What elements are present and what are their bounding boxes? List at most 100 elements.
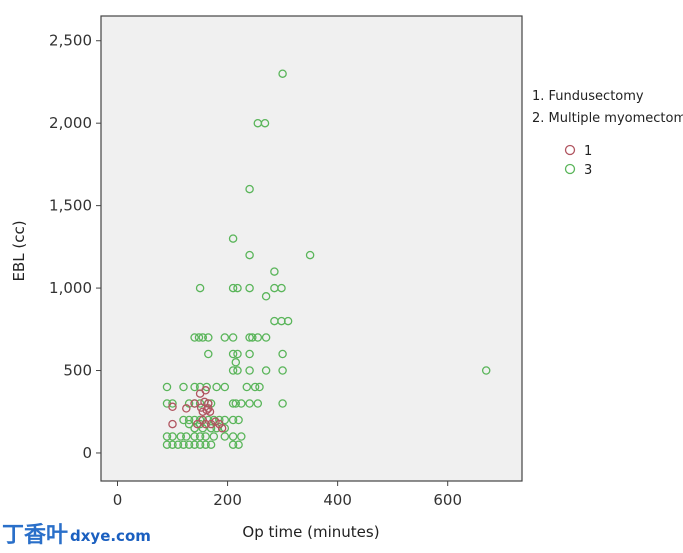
data-point-group-1 xyxy=(201,386,210,395)
data-point-group-3 xyxy=(168,432,177,441)
data-point-group-3 xyxy=(234,415,243,425)
y-tick-label: 1,500 xyxy=(49,197,92,215)
data-point-group-3 xyxy=(198,333,208,342)
data-point-group-1 xyxy=(201,419,210,429)
data-point-group-3 xyxy=(190,382,199,392)
data-point-group-3 xyxy=(179,415,188,425)
y-tick-label: 2,000 xyxy=(49,114,92,132)
y-tick-label: 0 xyxy=(82,444,92,462)
x-axis-title: Op time (minutes) xyxy=(242,523,379,541)
legend-marker-1 xyxy=(564,144,576,156)
data-point-group-3 xyxy=(195,432,205,441)
legend-label-1: 1 xyxy=(584,144,592,159)
data-point-group-1 xyxy=(205,407,215,416)
data-point-group-3 xyxy=(245,399,254,408)
y-tick-label: 500 xyxy=(63,362,92,380)
data-point-group-3 xyxy=(237,399,246,408)
data-point-group-3 xyxy=(215,415,224,425)
y-axis: 0 500 1,000 1,500 2,000 2,500 xyxy=(49,32,101,462)
data-point-group-3 xyxy=(190,440,199,449)
data-point-group-1 xyxy=(168,402,177,412)
data-point-group-3 xyxy=(270,267,279,276)
data-point-group-1 xyxy=(193,419,202,429)
data-point-group-3 xyxy=(305,250,315,260)
data-point-group-3 xyxy=(278,399,287,408)
watermark-cn: 丁香叶 xyxy=(2,523,68,548)
data-point-group-3 xyxy=(233,283,242,293)
x-tick-label: 400 xyxy=(323,491,352,509)
data-point-group-3 xyxy=(253,333,263,342)
data-point-group-3 xyxy=(228,283,238,293)
legend-label-3: 3 xyxy=(584,163,592,178)
data-point-group-3 xyxy=(248,333,257,342)
data-point-group-3 xyxy=(255,382,264,392)
data-point-group-1 xyxy=(204,399,213,408)
data-point-group-3 xyxy=(190,333,199,342)
watermark-logo: 丁香叶 dxye.com xyxy=(2,523,151,548)
data-point-group-3 xyxy=(231,358,241,367)
data-point-group-3 xyxy=(245,366,254,375)
data-point-group-3 xyxy=(184,440,194,449)
data-point-group-3 xyxy=(204,333,213,342)
data-point-group-3 xyxy=(228,349,238,359)
data-point-group-3 xyxy=(179,382,188,392)
data-point-group-1 xyxy=(182,404,191,413)
data-point-group-3 xyxy=(184,419,194,429)
data-point-group-3 xyxy=(206,440,216,449)
data-point-group-3 xyxy=(206,423,216,433)
data-point-group-3 xyxy=(179,440,188,449)
data-point-group-3 xyxy=(283,316,293,326)
data-point-group-3 xyxy=(228,399,238,408)
data-point-group-3 xyxy=(242,382,252,392)
data-point-group-3 xyxy=(220,382,230,392)
data-point-group-3 xyxy=(209,432,219,441)
x-axis: 0 200 400 600 xyxy=(113,481,462,509)
data-point-group-3 xyxy=(237,432,246,441)
data-point-group-3 xyxy=(173,440,183,449)
data-point-group-3 xyxy=(201,440,210,449)
data-point-group-3 xyxy=(233,349,242,359)
data-point-group-3 xyxy=(201,432,210,441)
data-point-group-3 xyxy=(228,366,238,375)
data-point-group-1 xyxy=(206,419,216,429)
data-point-group-3 xyxy=(162,382,172,392)
x-tick-label: 0 xyxy=(113,491,123,509)
x-tick-label: 600 xyxy=(433,491,462,509)
data-point-group-3 xyxy=(228,333,238,342)
data-point-group-3 xyxy=(204,349,213,359)
data-point-group-3 xyxy=(261,292,271,301)
data-point-group-1 xyxy=(200,397,209,407)
data-point-group-3 xyxy=(220,423,230,433)
data-point-group-3 xyxy=(250,382,260,392)
data-point-group-3 xyxy=(220,432,230,441)
data-point-group-3 xyxy=(228,234,238,243)
data-point-group-3 xyxy=(220,415,230,425)
y-tick-label: 2,500 xyxy=(49,32,92,50)
legend-note-1: 1. Fundusectomy xyxy=(532,89,644,104)
data-point-group-3 xyxy=(212,382,221,392)
data-point-group-3 xyxy=(168,440,177,449)
data-point-group-3 xyxy=(278,349,287,359)
data-point-group-3 xyxy=(278,366,287,375)
data-point-group-3 xyxy=(245,349,254,359)
data-point-group-3 xyxy=(195,440,205,449)
data-point-group-3 xyxy=(245,184,254,194)
data-point-group-3 xyxy=(182,432,191,441)
data-point-group-3 xyxy=(245,283,254,293)
legend-marker-3 xyxy=(564,163,576,175)
data-point-group-3 xyxy=(277,283,286,293)
legend-note-2: 2. Multiple myomectomy xyxy=(532,111,683,126)
data-point-group-3 xyxy=(260,118,270,128)
y-axis-title: EBL (cc) xyxy=(10,220,28,281)
data-point-group-1 xyxy=(190,399,199,408)
data-point-group-3 xyxy=(245,333,254,342)
data-point-group-1 xyxy=(217,423,227,433)
y-tick-label: 1,000 xyxy=(49,279,92,297)
data-point-group-3 xyxy=(253,399,263,408)
data-point-group-3 xyxy=(190,432,199,441)
data-point-group-3 xyxy=(194,333,204,342)
data-point-group-3 xyxy=(162,440,172,449)
data-point-group-3 xyxy=(234,440,243,449)
x-tick-label: 200 xyxy=(213,491,242,509)
